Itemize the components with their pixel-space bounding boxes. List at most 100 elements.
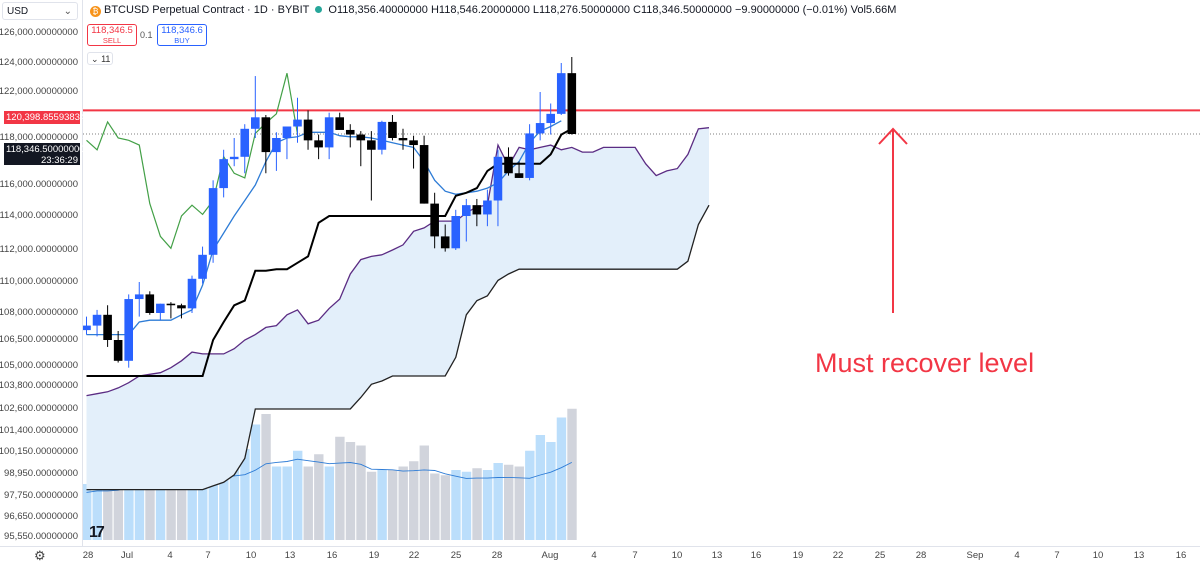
- indicators-toggle[interactable]: ⌄ 11: [87, 52, 113, 65]
- candle-body: [504, 156, 513, 174]
- annotation-text[interactable]: Must recover level: [815, 348, 1035, 378]
- currency-select[interactable]: USD ⌄: [2, 2, 78, 20]
- candle-body: [83, 325, 91, 331]
- candle-body: [409, 140, 418, 146]
- candle-body: [388, 121, 397, 138]
- volume-bar: [461, 471, 472, 540]
- candle-body: [166, 303, 176, 306]
- candle-body: [535, 123, 545, 134]
- time-tick-label: 25: [874, 550, 886, 561]
- volume-bar: [535, 435, 546, 540]
- price-tick-label: 95,550.00000000: [4, 531, 78, 542]
- time-tick-label: Jul: [120, 550, 134, 561]
- drawings[interactable]: [878, 127, 908, 313]
- time-tick-label: 7: [1054, 550, 1060, 561]
- candle-body: [324, 117, 334, 148]
- price-scale[interactable]: USD ⌄ 126,000.00000000 124,000.00000000 12…: [0, 0, 85, 546]
- candle-body: [546, 113, 555, 124]
- cloud-fill: [86, 127, 709, 490]
- bar-countdown: 23:36:29: [41, 155, 78, 166]
- candle-body: [92, 314, 102, 326]
- volume-bar: [387, 470, 398, 540]
- time-tick-label: 13: [284, 550, 296, 561]
- time-tick-label: Aug: [541, 550, 559, 561]
- buy-price: 118,346.6: [161, 25, 203, 36]
- candle-body: [472, 205, 482, 215]
- buy-button[interactable]: 118,346.6 BUY: [157, 24, 207, 46]
- time-tick-label: 28: [915, 550, 927, 561]
- market-status-icon: [315, 6, 323, 13]
- chevron-down-icon: ⌄: [63, 6, 72, 17]
- price-tick-label: 126,000.00000000: [0, 27, 78, 38]
- volume-bar: [145, 477, 155, 540]
- sell-price: 118,346.5: [91, 25, 133, 36]
- volume-bar: [514, 466, 524, 540]
- kijun-line: [86, 127, 573, 377]
- candle-body: [219, 159, 228, 189]
- time-tick-label: 13: [711, 550, 723, 561]
- tradingview-logo-icon[interactable]: 17: [89, 524, 105, 541]
- bitcoin-icon: ₿: [90, 6, 101, 17]
- candle-body: [145, 294, 155, 313]
- candle-body: [514, 173, 524, 178]
- volume-bar: [324, 466, 335, 540]
- time-tick-label: 28: [491, 550, 503, 561]
- candle-body: [462, 205, 471, 216]
- volume-bar: [293, 450, 303, 540]
- time-tick-label: 7: [205, 550, 211, 561]
- gear-icon[interactable]: ⚙: [34, 548, 46, 563]
- time-tick-label: 22: [832, 550, 844, 561]
- price-tick-label: 106,500.00000000: [0, 334, 78, 345]
- candle-body: [272, 138, 281, 153]
- price-tick-label: 124,000.00000000: [0, 57, 78, 68]
- volume-bars: [83, 408, 577, 540]
- candle-body: [398, 138, 408, 141]
- time-tick-label: 10: [1092, 550, 1104, 561]
- candle-body: [345, 129, 355, 135]
- buy-label: BUY: [174, 36, 190, 45]
- candle-body: [356, 134, 366, 141]
- candle-body: [240, 128, 250, 157]
- price-tick-label: 96,650.00000000: [4, 511, 78, 522]
- change-value: −9.90000000 (−0.01%): [734, 4, 848, 16]
- time-tick-label: 19: [368, 550, 380, 561]
- candle-body: [525, 133, 534, 178]
- candle-body: [261, 117, 271, 153]
- price-tick-label: 116,000.00000000: [0, 179, 78, 190]
- candle-body: [198, 254, 207, 279]
- sell-label: SELL: [102, 36, 122, 45]
- volume-bar: [366, 471, 377, 540]
- candle-body: [419, 145, 429, 204]
- volume-bar: [166, 484, 176, 540]
- volume-bar: [176, 477, 187, 540]
- volume-bar: [113, 478, 124, 540]
- volume-bar: [451, 470, 461, 540]
- symbol-title[interactable]: BTCUSD Perpetual Contract · 1D · BYBIT: [104, 4, 310, 16]
- time-tick-label: 10: [245, 550, 257, 561]
- candle-body: [451, 216, 461, 249]
- price-tick-label: 114,000.00000000: [0, 210, 78, 221]
- volume-bar: [472, 468, 482, 540]
- time-tick-label: 16: [1175, 550, 1187, 561]
- time-tick-label: 10: [671, 550, 683, 561]
- volume-bar: [208, 438, 218, 540]
- candlesticks: [83, 57, 577, 368]
- chevron-down-icon: ⌄: [91, 54, 99, 64]
- sell-button[interactable]: 118,346.5 SELL: [87, 24, 137, 46]
- candle-body: [303, 119, 313, 141]
- candle-body: [493, 156, 503, 201]
- time-scale[interactable]: ⚙ 28 Jul 4 7 10 13 16 19 22 25 28 Aug 4 7 10 13 16 19 22 25…: [0, 546, 1200, 565]
- ichimoku-cloud: [86, 127, 710, 491]
- volume-bar: [356, 445, 366, 540]
- volume-bar: [229, 443, 240, 540]
- volume-bar: [240, 449, 250, 540]
- candle-body: [430, 203, 439, 237]
- candle-body: [124, 299, 133, 361]
- volume-bar: [482, 470, 493, 540]
- volume-bar: [282, 466, 292, 540]
- price-tick-label: 112,000.00000000: [0, 244, 78, 255]
- volume-bar: [155, 489, 166, 540]
- chart-canvas[interactable]: [83, 0, 1200, 546]
- candle-body: [282, 126, 292, 138]
- volume-bar: [92, 480, 102, 540]
